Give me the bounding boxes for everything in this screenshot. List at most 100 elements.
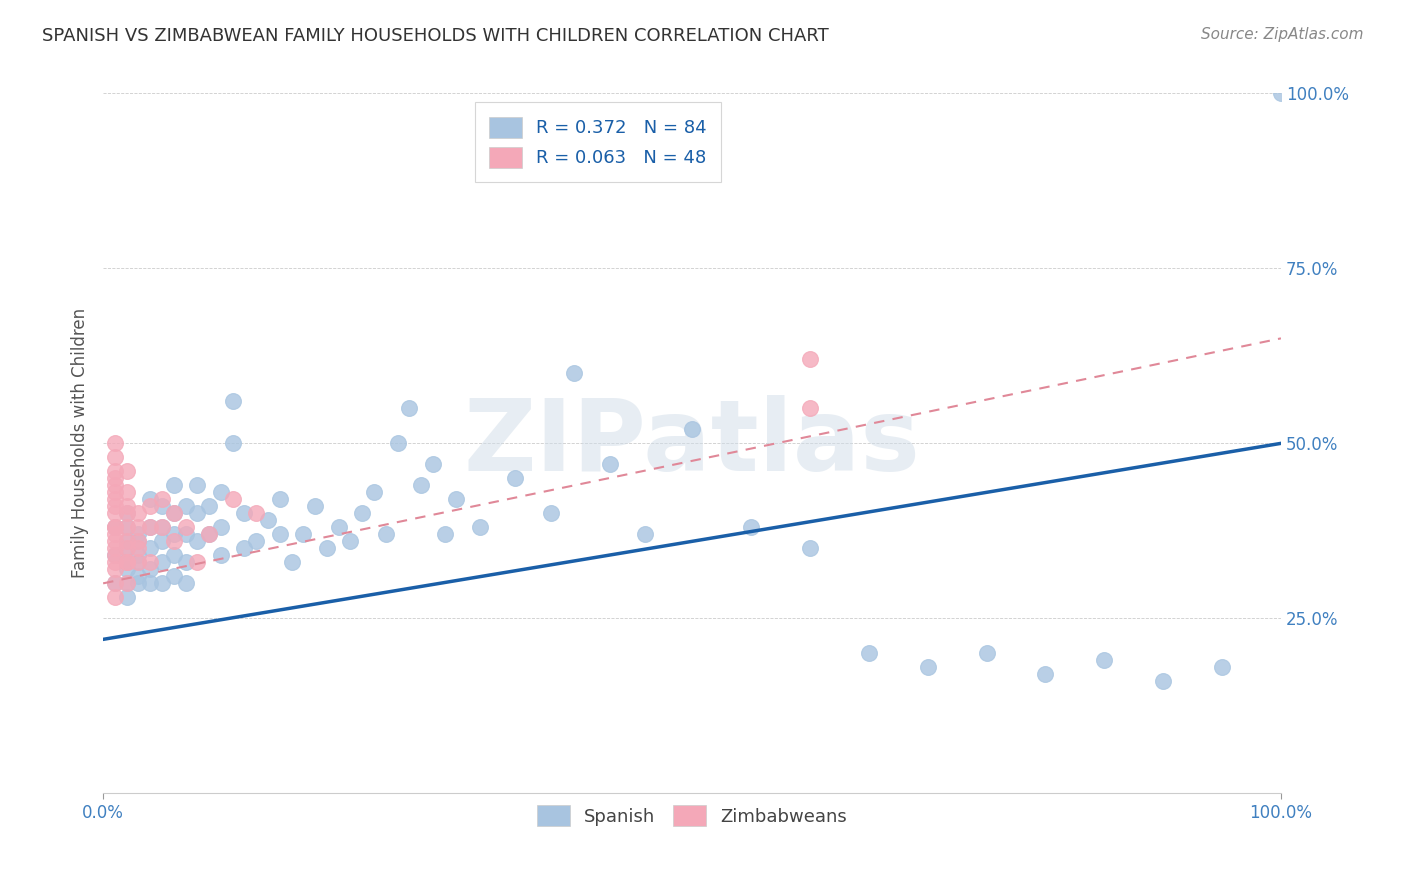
Point <box>339 534 361 549</box>
Point <box>221 394 243 409</box>
Point <box>115 541 138 556</box>
Point <box>139 576 162 591</box>
Point <box>139 492 162 507</box>
Point <box>221 436 243 450</box>
Point <box>115 576 138 591</box>
Point <box>104 520 127 534</box>
Point <box>139 541 162 556</box>
Point <box>104 436 127 450</box>
Point <box>104 534 127 549</box>
Point <box>139 520 162 534</box>
Point <box>139 500 162 514</box>
Point <box>104 500 127 514</box>
Point <box>634 527 657 541</box>
Point <box>115 520 138 534</box>
Point <box>374 527 396 541</box>
Point <box>433 527 456 541</box>
Point <box>163 527 186 541</box>
Point <box>127 507 149 521</box>
Point <box>209 520 232 534</box>
Point <box>115 555 138 569</box>
Text: SPANISH VS ZIMBABWEAN FAMILY HOUSEHOLDS WITH CHILDREN CORRELATION CHART: SPANISH VS ZIMBABWEAN FAMILY HOUSEHOLDS … <box>42 27 830 45</box>
Point <box>186 507 208 521</box>
Point <box>540 507 562 521</box>
Point <box>186 534 208 549</box>
Point <box>858 646 880 660</box>
Point <box>139 555 162 569</box>
Point <box>174 500 197 514</box>
Point <box>115 541 138 556</box>
Point <box>127 520 149 534</box>
Point <box>104 541 127 556</box>
Point <box>139 562 162 576</box>
Text: Source: ZipAtlas.com: Source: ZipAtlas.com <box>1201 27 1364 42</box>
Point <box>115 485 138 500</box>
Y-axis label: Family Households with Children: Family Households with Children <box>72 309 89 578</box>
Point <box>740 520 762 534</box>
Point <box>104 520 127 534</box>
Point <box>115 591 138 605</box>
Point <box>104 591 127 605</box>
Point <box>174 520 197 534</box>
Point <box>127 549 149 563</box>
Point <box>127 555 149 569</box>
Point <box>104 520 127 534</box>
Point <box>104 527 127 541</box>
Point <box>1152 674 1174 689</box>
Point <box>1270 87 1292 101</box>
Point <box>104 555 127 569</box>
Point <box>104 576 127 591</box>
Text: ZIPatlas: ZIPatlas <box>464 395 921 491</box>
Point <box>127 541 149 556</box>
Point <box>174 576 197 591</box>
Point <box>104 549 127 563</box>
Point <box>127 534 149 549</box>
Point <box>115 555 138 569</box>
Point <box>245 507 267 521</box>
Point <box>127 569 149 583</box>
Point <box>163 507 186 521</box>
Point <box>163 507 186 521</box>
Point <box>198 527 221 541</box>
Point <box>163 549 186 563</box>
Point <box>976 646 998 660</box>
Point <box>150 520 173 534</box>
Point <box>104 485 127 500</box>
Point <box>139 520 162 534</box>
Point <box>1092 653 1115 667</box>
Point <box>422 458 444 472</box>
Point <box>316 541 339 556</box>
Point <box>387 436 409 450</box>
Point <box>104 471 127 485</box>
Point <box>115 562 138 576</box>
Point <box>104 576 127 591</box>
Point <box>174 527 197 541</box>
Point <box>186 478 208 492</box>
Point <box>198 527 221 541</box>
Point <box>127 527 149 541</box>
Point <box>104 562 127 576</box>
Point <box>1211 660 1233 674</box>
Point <box>562 367 585 381</box>
Point <box>127 576 149 591</box>
Point <box>115 507 138 521</box>
Point <box>104 478 127 492</box>
Point <box>257 513 280 527</box>
Point <box>150 534 173 549</box>
Point <box>352 507 374 521</box>
Point <box>468 520 491 534</box>
Point <box>799 541 821 556</box>
Point <box>104 450 127 465</box>
Point <box>505 471 527 485</box>
Point <box>127 555 149 569</box>
Point <box>115 507 138 521</box>
Point <box>115 534 138 549</box>
Point <box>115 464 138 478</box>
Point <box>150 520 173 534</box>
Point <box>363 485 385 500</box>
Point <box>104 549 127 563</box>
Point <box>104 464 127 478</box>
Point <box>398 401 420 416</box>
Point <box>115 555 138 569</box>
Point <box>186 555 208 569</box>
